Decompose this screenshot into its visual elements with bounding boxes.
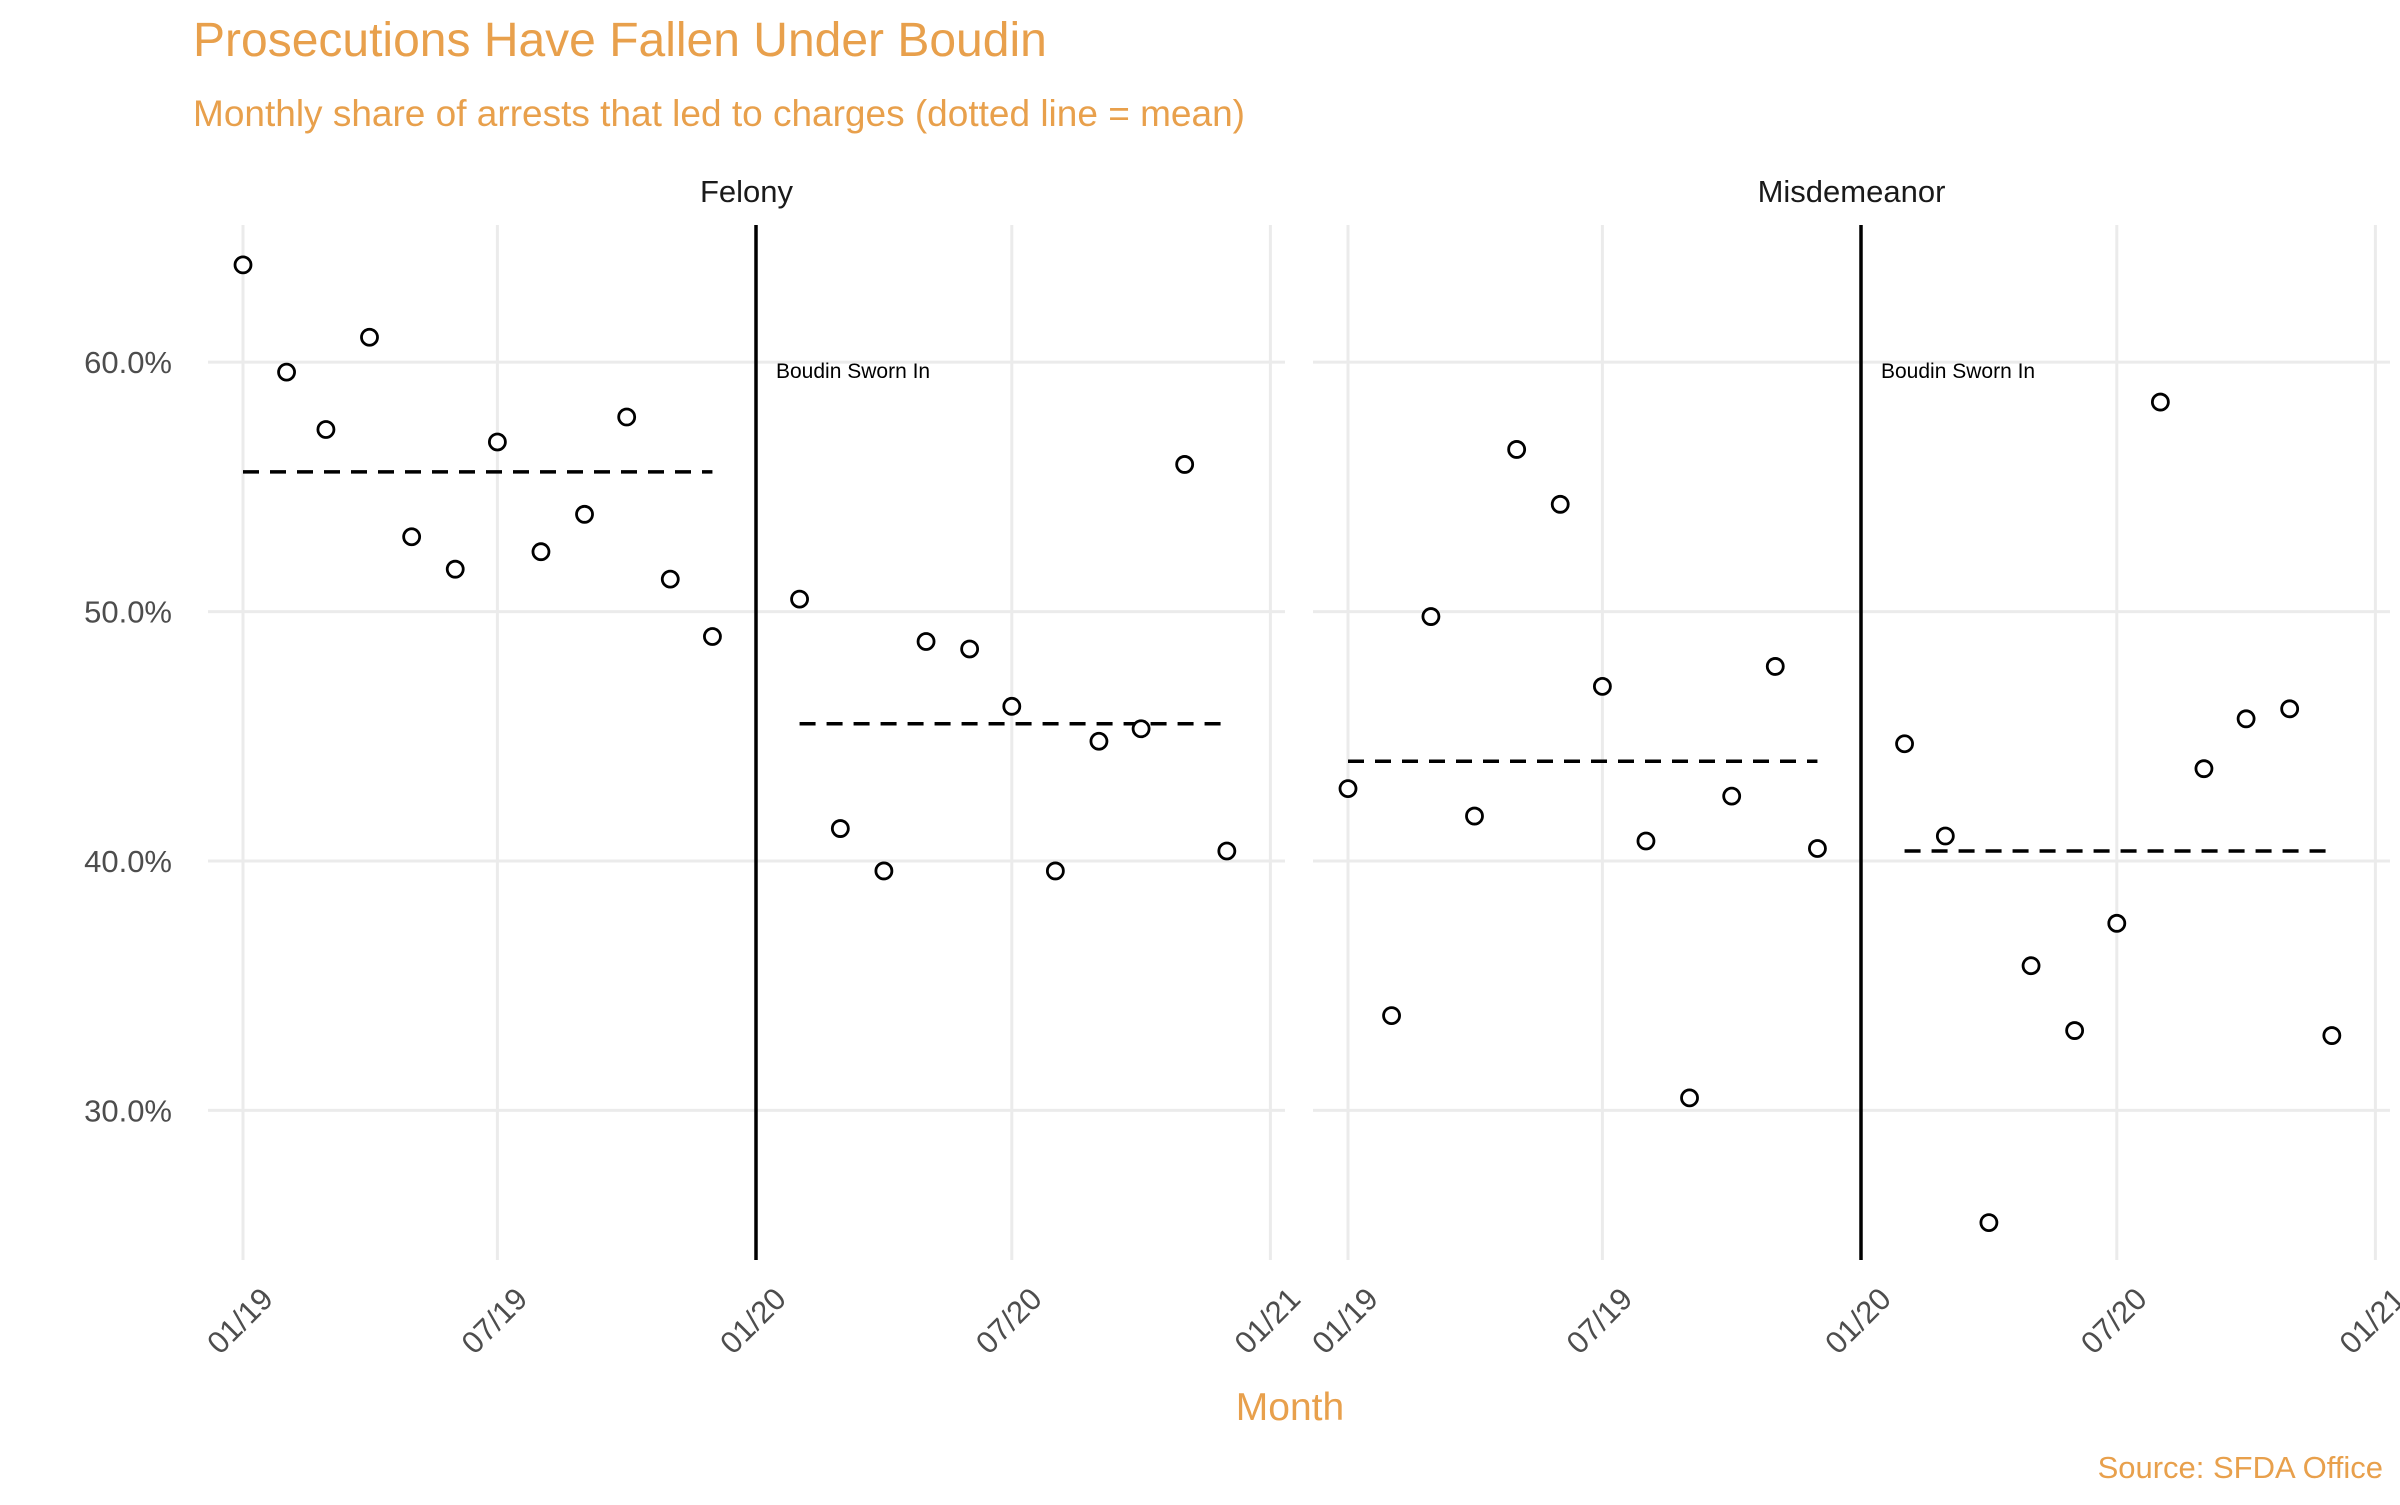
data-point bbox=[660, 569, 680, 589]
data-point bbox=[531, 542, 551, 562]
data-point bbox=[1465, 806, 1484, 826]
data-point bbox=[2236, 709, 2256, 729]
chart-subtitle: Monthly share of arrests that led to cha… bbox=[193, 93, 1245, 134]
x-tick-label: 01/21 bbox=[2333, 1281, 2400, 1361]
data-point bbox=[1217, 841, 1237, 861]
data-point bbox=[1895, 734, 1914, 754]
data-point bbox=[2280, 699, 2300, 719]
chart-title: Prosecutions Have Fallen Under Boudin bbox=[193, 14, 1047, 67]
data-point bbox=[916, 632, 936, 651]
x-tick-label: 07/20 bbox=[2074, 1281, 2154, 1361]
data-point bbox=[1175, 455, 1195, 474]
panel-misdemeanor: Misdemeanor Boudin Sworn In 01/19 07/19 01/2… bbox=[1305, 174, 2400, 1361]
data-point bbox=[1979, 1213, 1999, 1232]
x-tick-label: 01/19 bbox=[200, 1281, 280, 1361]
data-point bbox=[575, 504, 594, 524]
data-point bbox=[2107, 913, 2127, 933]
x-tick-label: 01/20 bbox=[1818, 1281, 1898, 1361]
data-point bbox=[1421, 607, 1441, 626]
x-tick-label: 07/20 bbox=[969, 1281, 1049, 1361]
data-point bbox=[2065, 1021, 2085, 1040]
chart-caption: Source: SFDA Office bbox=[2098, 1450, 2383, 1485]
data-point bbox=[2194, 759, 2214, 779]
data-point bbox=[277, 362, 296, 382]
x-tick-label: 01/20 bbox=[713, 1281, 793, 1361]
data-point bbox=[316, 420, 336, 439]
data-point bbox=[703, 627, 722, 646]
y-tick-label: 30.0% bbox=[84, 1093, 172, 1128]
data-point bbox=[1131, 719, 1151, 739]
y-tick-label: 50.0% bbox=[84, 595, 172, 630]
data-point bbox=[1722, 786, 1742, 806]
facet-label: Felony bbox=[700, 174, 794, 209]
event-label: Boudin Sworn In bbox=[776, 360, 930, 383]
event-label: Boudin Sworn In bbox=[1881, 360, 2035, 383]
data-point bbox=[487, 432, 507, 452]
data-point bbox=[1045, 861, 1065, 881]
data-point bbox=[1507, 440, 1527, 459]
x-tick-label: 07/19 bbox=[455, 1281, 535, 1361]
x-tick-label: 07/19 bbox=[1560, 1281, 1640, 1361]
data-point bbox=[1808, 839, 1827, 858]
facet-panels: Felony Boudin Sworn In 01/19 07/19 01/20 07/2… bbox=[84, 174, 2400, 1361]
data-point bbox=[874, 861, 894, 881]
data-point bbox=[360, 327, 379, 347]
data-point bbox=[445, 559, 465, 579]
data-point bbox=[2021, 956, 2041, 976]
data-point bbox=[790, 589, 809, 609]
data-point bbox=[1089, 731, 1109, 751]
data-point bbox=[1338, 779, 1358, 799]
data-point bbox=[960, 639, 980, 659]
y-tick-label: 60.0% bbox=[84, 345, 172, 380]
x-tick-label: 01/21 bbox=[1228, 1281, 1308, 1361]
data-point bbox=[617, 407, 637, 427]
data-point bbox=[2322, 1026, 2342, 1045]
x-axis-title: Month bbox=[1236, 1386, 1344, 1429]
panel-felony: Felony Boudin Sworn In 01/19 07/19 01/20 07/2… bbox=[200, 174, 1307, 1361]
data-point bbox=[402, 527, 422, 547]
data-point bbox=[233, 255, 253, 275]
data-point bbox=[1680, 1088, 1699, 1108]
data-point bbox=[1550, 494, 1570, 514]
data-point bbox=[1592, 676, 1612, 696]
data-point bbox=[1382, 1006, 1401, 1025]
data-point bbox=[2150, 392, 2170, 412]
data-point bbox=[1002, 696, 1022, 716]
data-point bbox=[830, 819, 850, 838]
data-point bbox=[1935, 826, 1955, 846]
x-tick-label: 01/19 bbox=[1305, 1281, 1385, 1361]
y-tick-label: 40.0% bbox=[84, 844, 172, 879]
data-point bbox=[1765, 657, 1785, 676]
data-point bbox=[1636, 831, 1656, 851]
facet-label: Misdemeanor bbox=[1758, 174, 1946, 209]
